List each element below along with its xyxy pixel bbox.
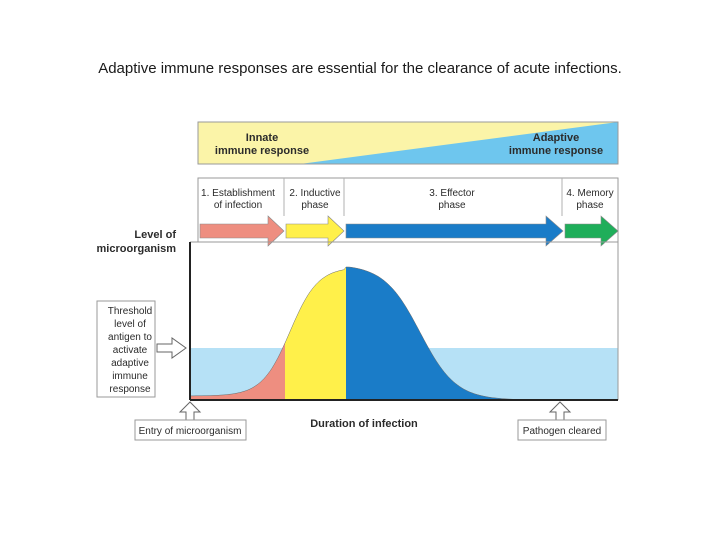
- phase-2-line1: 2. Inductive: [289, 188, 341, 199]
- y-axis-label-line1: Level of: [134, 229, 176, 241]
- threshold-line: adaptive: [111, 358, 149, 369]
- x-axis-label: Duration of infection: [310, 418, 418, 430]
- threshold-line: level of: [114, 319, 146, 330]
- banner-adaptive-wedge: [300, 122, 618, 164]
- phase-3-arrow: [345, 215, 564, 247]
- threshold-line: antigen to: [108, 332, 152, 343]
- entry-arrow: [178, 401, 202, 421]
- phase-1-line1: 1. Establishment: [201, 188, 275, 199]
- phase-3-line1: 3. Effector: [429, 188, 475, 199]
- cleared-marker: Pathogen cleared: [517, 401, 607, 441]
- threshold-label: Threshold level of antigen to activate a…: [96, 300, 187, 398]
- threshold-line: activate: [113, 345, 148, 356]
- phase-4-arrow: [564, 215, 619, 247]
- phase-1-line2: of infection: [214, 200, 262, 211]
- entry-label-box: [134, 419, 247, 441]
- curve-segment-inductive: [285, 267, 346, 400]
- cleared-label: Pathogen cleared: [523, 426, 601, 437]
- phase-4-line2: phase: [576, 200, 604, 211]
- banner-innate-line1: Innate: [246, 132, 278, 144]
- threshold-line: Threshold: [108, 306, 152, 317]
- banner-innate-line2: immune response: [215, 145, 309, 157]
- response-banner: Innate immune response Adaptive immune r…: [197, 121, 619, 165]
- curve-outline: [189, 266, 560, 401]
- threshold-line: immune: [112, 371, 148, 382]
- plot-area: [189, 241, 619, 401]
- phase-2-line2: phase: [301, 200, 329, 211]
- phases-panel: 1. Establishment of infection 2. Inducti…: [197, 177, 619, 247]
- y-axis-label-line2: microorganism: [97, 243, 177, 255]
- phase-2-arrow: [285, 215, 345, 247]
- threshold-line: response: [109, 384, 151, 395]
- banner-border: [197, 121, 619, 165]
- cleared-arrow: [548, 401, 572, 421]
- cleared-label-box: [517, 419, 607, 441]
- phase-3-line2: phase: [438, 200, 466, 211]
- slide-title: Adaptive immune responses are essential …: [98, 60, 622, 77]
- phase-1-arrow: [199, 215, 285, 247]
- phase-4-line1: 4. Memory: [566, 188, 613, 199]
- entry-marker: Entry of microorganism: [134, 401, 247, 441]
- threshold-arrow: [156, 337, 187, 359]
- banner-adaptive-line2: immune response: [509, 145, 603, 157]
- banner-adaptive-line1: Adaptive: [533, 132, 579, 144]
- entry-label: Entry of microorganism: [139, 426, 242, 437]
- threshold-label-box: [96, 300, 156, 398]
